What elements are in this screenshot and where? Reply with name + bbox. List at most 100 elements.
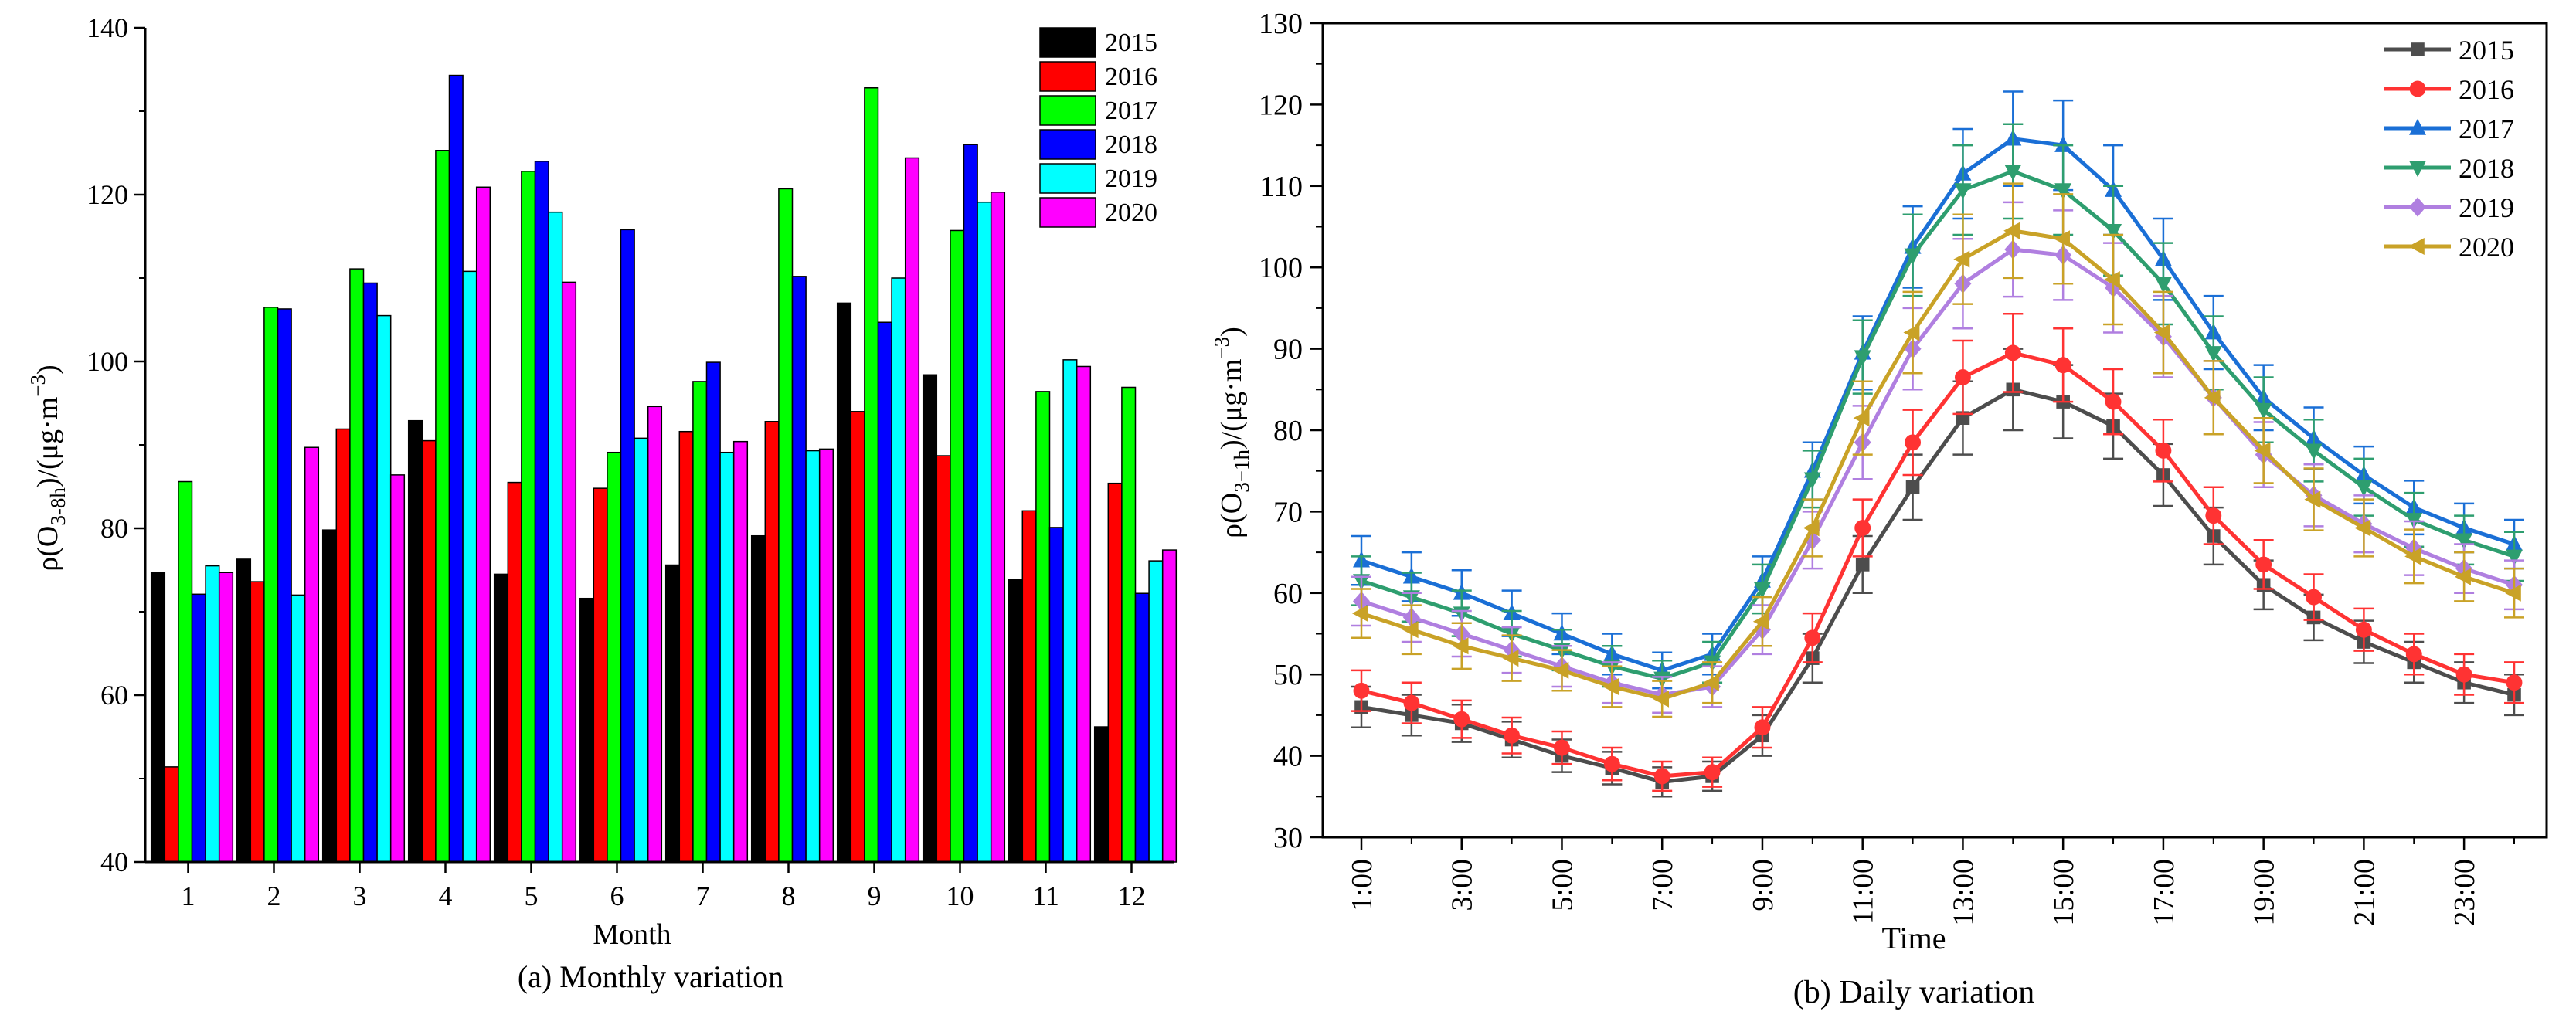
bar-2016-month-11 [1021, 510, 1037, 863]
bar-2020-month-9 [904, 157, 920, 863]
point-2020 [1402, 621, 1419, 639]
y-tick-label: 120 [87, 179, 128, 210]
point-2018 [2355, 480, 2373, 497]
x-tick-label: 10 [946, 881, 974, 911]
point-2018 [1753, 582, 1771, 599]
bar-2017-month-5 [521, 171, 536, 863]
bar-2017-month-6 [607, 451, 622, 863]
x-tick-label: 15:00 [2048, 859, 2080, 926]
daily-variation-panel: 30 40 50 60 70 80 90 100 110 120 130 1:00 3:00 5:00 7:… [1210, 8, 2548, 1010]
bar-2020-month-5 [561, 281, 577, 863]
y-tick-label: 100 [87, 346, 128, 377]
monthly-x-axis-label: Month [593, 918, 671, 951]
x-tick-label: 2 [267, 881, 281, 911]
series-2017 [1351, 90, 2524, 690]
bar-2015-month-4 [407, 419, 423, 863]
bar-2017-month-3 [349, 268, 365, 863]
y-tick-label: 100 [1259, 252, 1303, 284]
legend-label-2019: 2019 [2459, 192, 2514, 223]
point-2020 [1502, 650, 1519, 667]
x-tick-label: 6 [610, 881, 624, 911]
legend-label-2017: 2017 [1105, 97, 1157, 125]
y-tick-label: 50 [1273, 659, 1303, 691]
bar-2015-month-6 [579, 597, 595, 863]
x-tick-label: 1:00 [1346, 859, 1378, 911]
point-2020 [1803, 519, 1820, 537]
legend-label-2020: 2020 [2459, 232, 2514, 263]
bar-2016-month-9 [850, 411, 865, 863]
x-tick-label: 9 [868, 881, 882, 911]
series-2016 [1351, 313, 2524, 792]
point-2020 [1653, 690, 1670, 708]
x-tick-label: 5 [525, 881, 539, 911]
bar-2017-month-7 [692, 381, 708, 863]
bar-2017-month-9 [864, 87, 879, 863]
daily-legend: 2015 2016 2017 2018 2019 2020 [2384, 35, 2514, 263]
bar-2019-month-10 [977, 201, 992, 863]
bar-2016-month-2 [250, 581, 265, 863]
point-2016 [1954, 369, 1971, 385]
bar-2018-month-3 [362, 282, 378, 863]
bar-2019-month-3 [376, 314, 392, 863]
bar-2016-month-10 [936, 455, 951, 863]
point-2020 [1702, 674, 1719, 691]
point-2016 [2205, 507, 2222, 524]
point-2016 [1554, 739, 1570, 756]
point-2015 [1905, 480, 1920, 494]
point-2020 [1452, 637, 1469, 655]
bar-2017-month-8 [778, 188, 794, 863]
bar-2020-month-3 [389, 474, 406, 863]
line-2020 [1361, 229, 2515, 701]
point-2018 [2204, 346, 2222, 362]
point-2020 [2103, 271, 2120, 289]
y-tick-label: 140 [87, 12, 128, 43]
legend-swatch-2020 [1039, 197, 1096, 228]
y-tick-label: 60 [100, 680, 128, 711]
bar-2016-month-3 [335, 428, 351, 863]
legend-label-2017: 2017 [2459, 114, 2514, 144]
point-2016 [2054, 357, 2071, 374]
point-2018 [1904, 248, 1922, 265]
x-tick-label: 13:00 [1947, 859, 1980, 926]
point-2016 [2155, 442, 2172, 459]
point-2020 [2455, 568, 2471, 585]
bar-2018-month-10 [963, 144, 978, 863]
bar-2018-month-6 [620, 229, 635, 863]
point-2015 [1855, 558, 1870, 572]
bar-2015-month-5 [493, 573, 509, 863]
point-2016 [1653, 768, 1670, 785]
legend-swatch-2018 [1039, 129, 1096, 160]
x-tick-label: 5:00 [1546, 859, 1579, 911]
legend-label-2015: 2015 [1105, 29, 1157, 57]
bar-2016-month-7 [678, 430, 694, 863]
line-2018 [1361, 169, 2515, 681]
point-2018 [2506, 549, 2523, 566]
legend-label-2018: 2018 [2459, 153, 2514, 184]
bar-2020-month-10 [990, 192, 1006, 863]
y-tick-label: 80 [100, 513, 128, 544]
bar-2018-month-2 [277, 308, 292, 863]
bar-2018-month-7 [705, 361, 721, 863]
y-tick-label: 130 [1259, 8, 1303, 40]
bar-2020-month-4 [475, 186, 491, 863]
legend-swatch-2016 [1039, 61, 1096, 92]
point-2016 [1804, 629, 1821, 646]
bar-2020-month-1 [218, 572, 234, 863]
point-2016 [2004, 344, 2021, 361]
x-tick-label: 19:00 [2248, 859, 2281, 926]
bar-2015-month-7 [664, 564, 681, 863]
bar-2020-month-6 [647, 406, 663, 863]
x-tick-label: 3 [353, 881, 367, 911]
x-tick-label: 11:00 [1847, 859, 1880, 925]
bar-2019-month-6 [634, 437, 649, 863]
bar-2020-month-12 [1161, 549, 1178, 863]
point-2016 [2255, 556, 2272, 573]
point-2020 [2153, 324, 2170, 341]
point-2020 [2404, 548, 2421, 565]
y-tick-label: 40 [100, 847, 128, 877]
bar-2017-month-11 [1035, 391, 1051, 863]
bar-2015-month-9 [836, 302, 852, 863]
point-2016 [2105, 393, 2122, 410]
bar-2019-month-12 [1148, 560, 1164, 863]
